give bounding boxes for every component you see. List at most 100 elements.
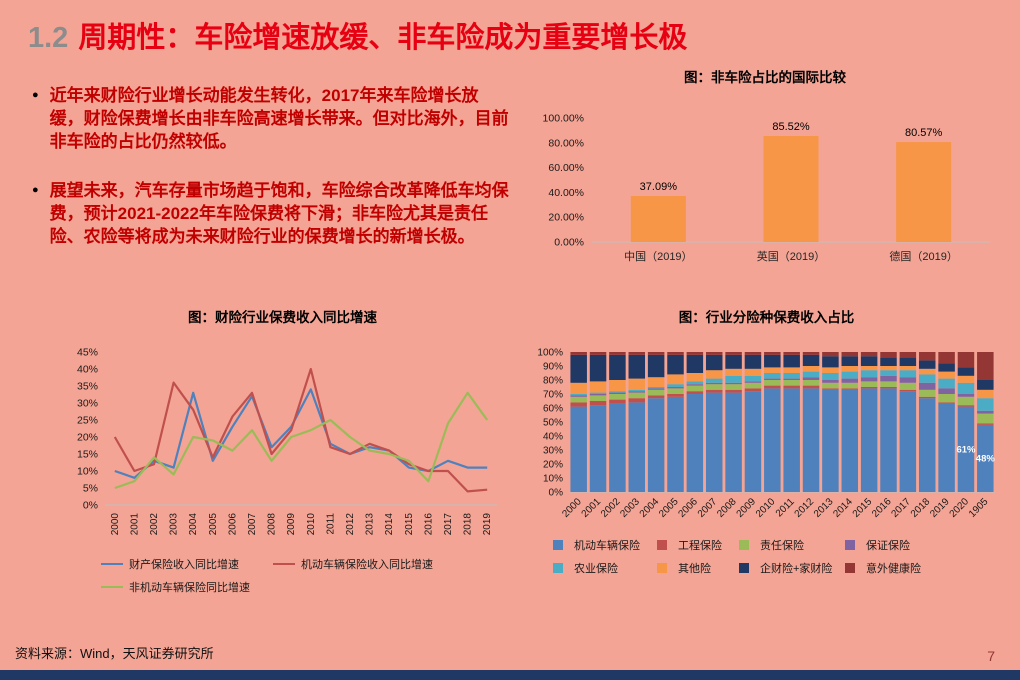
category-label: 德国（2019） bbox=[889, 249, 957, 263]
legend-swatch bbox=[553, 563, 563, 573]
stack-segment bbox=[977, 413, 994, 424]
stack-segment bbox=[880, 357, 897, 366]
stack-segment bbox=[841, 382, 859, 389]
stack-segment bbox=[880, 381, 897, 387]
stack-segment bbox=[667, 396, 684, 492]
axis-label: 100% bbox=[537, 348, 563, 359]
stack-segment bbox=[880, 387, 897, 389]
axis-label: 30% bbox=[543, 446, 563, 457]
axis-label: 0% bbox=[549, 488, 564, 499]
stack-segment bbox=[957, 382, 975, 394]
category-label: 2005 bbox=[657, 496, 681, 520]
stack-segment bbox=[647, 354, 665, 378]
bullet-list: ● 近年来财险行业增长动能发生转化，2017年来车险增长放缓，财险保费增长由非车… bbox=[32, 84, 510, 274]
stack-segment bbox=[938, 378, 955, 389]
stack-segment bbox=[802, 366, 820, 372]
stack-segment bbox=[841, 388, 859, 390]
stack-segment bbox=[647, 389, 665, 396]
stack-segment bbox=[783, 373, 800, 379]
category-label: 2019 bbox=[482, 513, 493, 536]
stack-segment bbox=[628, 391, 646, 393]
stack-segment bbox=[686, 381, 704, 385]
stack-segment bbox=[938, 402, 955, 404]
category-label: 2000 bbox=[110, 513, 121, 536]
stack-segment bbox=[686, 394, 704, 492]
legend-label: 农业保险 bbox=[574, 563, 618, 575]
category-label: 2014 bbox=[384, 513, 395, 536]
stack-segment bbox=[705, 378, 723, 383]
axis-label: 80% bbox=[543, 376, 563, 387]
stack-segment bbox=[841, 378, 859, 383]
axis-label: 20% bbox=[77, 432, 98, 444]
stack-segment bbox=[957, 375, 975, 383]
stack-segment bbox=[667, 394, 684, 397]
legend-swatch bbox=[739, 540, 749, 550]
chart-premium-growth-line: 图：财险行业保费收入同比增速 0% 5% 10% 15% 20% 25% 30% 35% 40%… bbox=[55, 306, 510, 608]
stack-segment bbox=[977, 389, 994, 399]
legend-row: 非机动车辆保险同比增速 bbox=[101, 579, 510, 595]
stack-segment bbox=[744, 352, 762, 355]
stack-segment bbox=[822, 380, 839, 383]
axis-label: 45% bbox=[77, 347, 98, 359]
stack-segment bbox=[783, 378, 800, 380]
axis-label: 70% bbox=[543, 390, 563, 401]
bar-chart-canvas: 0.00% 20.00% 40.00% 60.00% 80.00% 100.00% 37.0… bbox=[543, 113, 990, 263]
stack-segment bbox=[667, 352, 684, 355]
stack-segment bbox=[686, 352, 704, 355]
stack-segment bbox=[918, 396, 936, 399]
stack-segment bbox=[570, 395, 587, 397]
stack-segment bbox=[705, 384, 723, 390]
stack-segment bbox=[822, 388, 839, 390]
legend-row: 财产保险收入同比增速 机动车辆保险收入同比增速 bbox=[101, 556, 510, 572]
category-label: 2011 bbox=[325, 513, 336, 535]
axis-label: 40% bbox=[77, 364, 98, 376]
category-label: 2015 bbox=[404, 513, 415, 536]
stack-segment bbox=[589, 395, 607, 401]
stack-segment bbox=[667, 354, 684, 375]
title-number: 1.2 bbox=[28, 22, 69, 54]
stack-segment bbox=[667, 387, 684, 389]
stack-segment bbox=[725, 392, 742, 492]
axis-label: 60% bbox=[543, 404, 563, 415]
category-label: 2011 bbox=[774, 496, 797, 519]
stack-segment bbox=[589, 352, 607, 355]
legend-label: 责任保险 bbox=[760, 540, 804, 552]
stack-segment bbox=[647, 377, 665, 387]
stack-segment bbox=[764, 385, 781, 389]
bar bbox=[630, 196, 686, 242]
stack-segment bbox=[977, 410, 994, 414]
legend-label: 意外健康险 bbox=[866, 563, 921, 575]
axis-label: 90% bbox=[543, 362, 563, 373]
stack-segment bbox=[977, 398, 994, 411]
stack-segment bbox=[609, 394, 626, 400]
stack-segment bbox=[609, 391, 626, 393]
legend-item: 保证保险 bbox=[845, 537, 1010, 553]
legend-swatch bbox=[273, 562, 295, 566]
legend-swatch bbox=[657, 563, 667, 573]
stack-segment bbox=[841, 389, 859, 492]
stack-segment bbox=[841, 352, 859, 357]
category-label: 2007 bbox=[247, 513, 258, 536]
category-label: 2010 bbox=[754, 496, 778, 520]
line-chart-canvas: 0% 5% 10% 15% 20% 25% 30% 35% 40% 45% 2000 2001 2002… bbox=[77, 347, 497, 536]
category-label: 中国（2019） bbox=[624, 250, 692, 263]
axis-label: 40.00% bbox=[548, 187, 584, 199]
stack-segment bbox=[822, 373, 839, 380]
category-label: 2001 bbox=[580, 496, 604, 520]
data-label: 61% bbox=[956, 444, 976, 455]
bullet-item: ● 展望未来，汽车存量市场趋于饱和，车险综合改革降低车均保费，预计2021-20… bbox=[32, 179, 510, 248]
bullet-text: 展望未来，汽车存量市场趋于饱和，车险综合改革降低车均保费，预计2021-2022… bbox=[49, 181, 509, 246]
bar-value-label: 37.09% bbox=[640, 181, 678, 193]
stack-segment bbox=[957, 406, 975, 492]
stack-segment bbox=[918, 382, 936, 390]
line-series bbox=[113, 367, 488, 493]
stack-segment bbox=[977, 424, 994, 492]
legend-swatch bbox=[101, 562, 123, 566]
stack-segment bbox=[744, 375, 762, 382]
category-label: 2020 bbox=[948, 496, 972, 520]
category-label: 2018 bbox=[463, 513, 474, 536]
stack-segment bbox=[628, 352, 646, 355]
stack-segment bbox=[860, 387, 878, 389]
stack-segment bbox=[880, 388, 897, 492]
